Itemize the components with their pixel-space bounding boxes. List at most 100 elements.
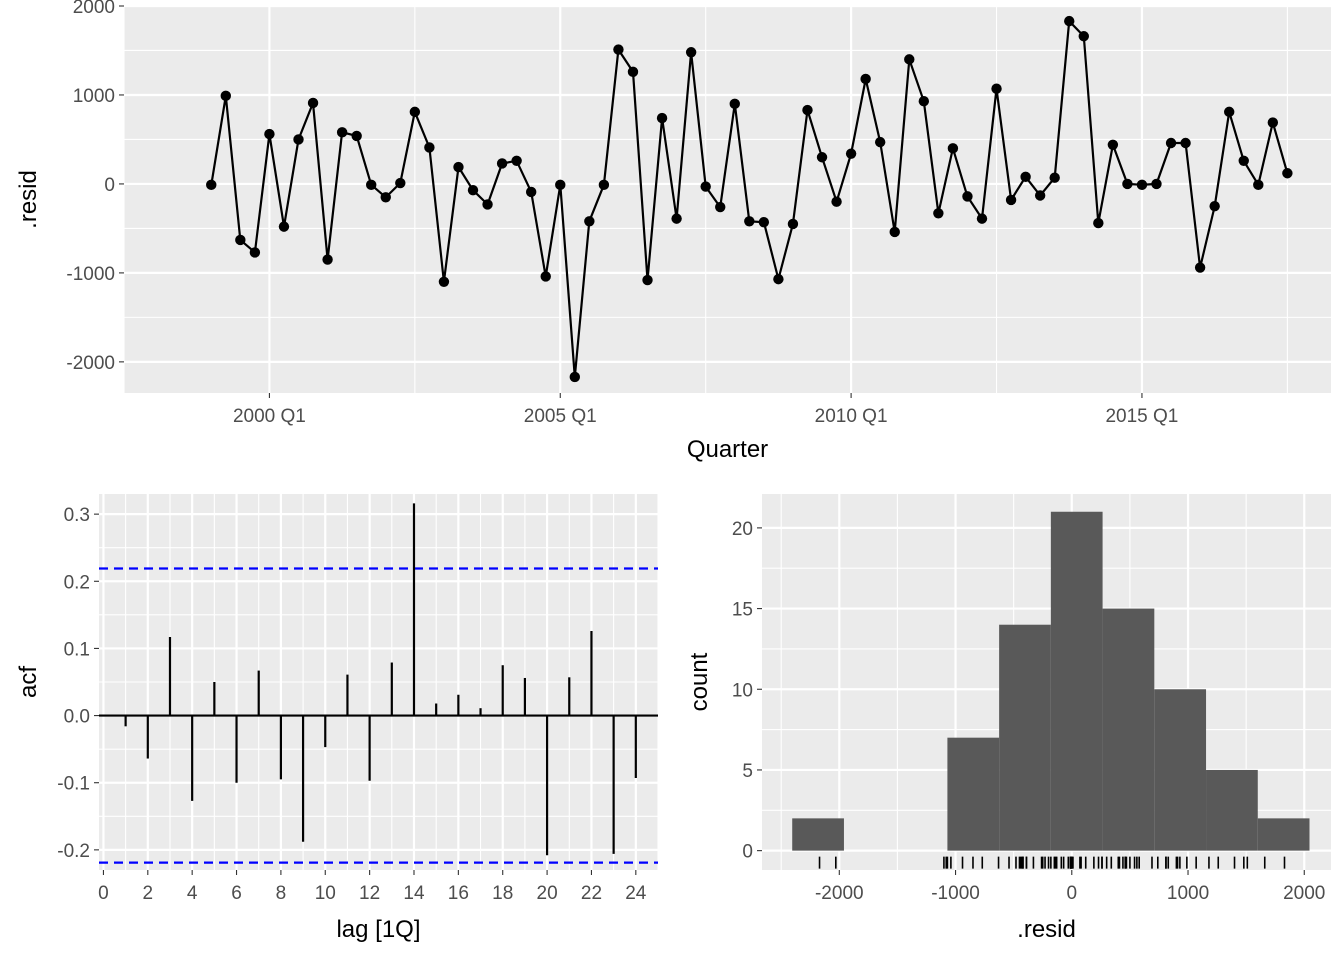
residual-point — [1238, 155, 1249, 166]
y-tick-label: 0.0 — [64, 707, 90, 728]
x-tick-label: 2 — [143, 883, 154, 904]
x-tick-label: 4 — [187, 883, 198, 904]
x-tick-label: 2015 Q1 — [1105, 406, 1178, 427]
x-axis-title: .resid — [1017, 916, 1076, 943]
histogram-bar — [999, 624, 1051, 851]
residual-point — [395, 177, 406, 189]
residual-point — [511, 155, 522, 166]
residual-point — [918, 95, 930, 107]
panel-background — [124, 6, 1331, 393]
residual-point — [264, 128, 275, 140]
residual-point — [947, 143, 959, 154]
residual-point — [1078, 31, 1089, 42]
residual-point — [729, 98, 740, 110]
y-tick-label: 5 — [742, 761, 753, 782]
x-tick-label: 8 — [276, 883, 287, 904]
histogram-bar — [1050, 511, 1103, 851]
residual-point — [467, 184, 479, 196]
x-tick-label: 1000 — [1167, 883, 1209, 904]
residual-point — [1224, 106, 1235, 118]
y-tick-label: 10 — [732, 680, 753, 701]
residual-point — [1282, 168, 1293, 179]
residual-point — [1064, 15, 1075, 27]
x-tick-label: 16 — [448, 883, 469, 904]
histogram-bar — [1102, 608, 1155, 851]
residual-point — [1267, 117, 1279, 128]
residual-point — [336, 127, 348, 138]
residual-point — [1180, 137, 1191, 149]
x-axis-title: Quarter — [687, 436, 768, 463]
residual-point — [700, 181, 711, 192]
residual-point — [569, 371, 581, 383]
residual-point — [904, 54, 915, 65]
x-tick-label: 24 — [625, 883, 647, 904]
residual-point — [1093, 217, 1104, 229]
y-tick-label: 0.3 — [64, 505, 90, 526]
residual-point — [249, 247, 261, 258]
residual-point — [598, 179, 610, 191]
y-axis-title: .resid — [15, 170, 42, 229]
residual-point — [366, 179, 377, 191]
residual-point — [496, 158, 508, 169]
residual-point — [409, 106, 421, 118]
x-axis-title: lag [1Q] — [336, 916, 420, 943]
residual-point — [671, 213, 682, 224]
y-tick-label: 20 — [732, 519, 753, 540]
residual-point — [1253, 179, 1264, 191]
residual-point — [1034, 190, 1046, 201]
residual-point — [831, 196, 842, 207]
residual-point — [525, 186, 537, 198]
residual-point — [802, 104, 813, 116]
residual-point — [874, 136, 886, 148]
residual-point — [773, 273, 784, 285]
residual-point — [685, 47, 697, 58]
y-tick-label: 0 — [742, 842, 753, 863]
y-tick-label: 0.2 — [64, 572, 90, 593]
residual-point — [322, 254, 333, 265]
y-tick-label: -0.2 — [57, 841, 90, 862]
residual-point — [1020, 171, 1031, 183]
residual-point — [976, 213, 988, 224]
residual-point — [642, 274, 653, 286]
residual-point — [351, 130, 362, 142]
y-tick-label: -1000 — [66, 264, 115, 285]
histogram-bar — [1257, 818, 1310, 851]
x-tick-label: -1000 — [931, 883, 980, 904]
residual-point — [1165, 137, 1177, 149]
residual-point — [991, 83, 1002, 94]
residual-point — [380, 192, 391, 203]
residual-point — [1005, 194, 1017, 206]
residual-point — [1122, 178, 1133, 190]
y-tick-label: 1000 — [73, 86, 115, 107]
x-tick-label: 0 — [98, 883, 109, 904]
x-tick-label: 2000 Q1 — [233, 406, 306, 427]
residual-point — [584, 216, 595, 227]
residual-time-plot: 2000 1000 0 -1000 -2000 2000 Q1 2005 Q1 2010 Q1… — [15, 0, 1331, 463]
y-axis-title: acf — [15, 666, 42, 698]
residual-histogram-plot: 20 15 10 5 0 -2000 -1000 0 1000 2000 .resid count — [686, 494, 1331, 943]
x-tick-label: 10 — [315, 883, 336, 904]
residual-point — [293, 134, 304, 145]
x-tick-label: 14 — [403, 883, 425, 904]
x-tick-label: 20 — [537, 883, 558, 904]
residual-point — [453, 161, 464, 173]
y-tick-label: 2000 — [73, 0, 115, 18]
residual-point — [860, 73, 871, 85]
histogram-bar — [792, 818, 844, 851]
residual-point — [962, 191, 973, 202]
y-tick-label: 15 — [732, 600, 753, 621]
residual-point — [845, 148, 857, 159]
residual-point — [235, 234, 246, 246]
y-tick-label: 0.1 — [64, 639, 90, 660]
x-tick-label: 2010 Q1 — [815, 406, 888, 427]
residual-point — [438, 276, 450, 287]
x-tick-label: 0 — [1066, 883, 1077, 904]
residual-point — [540, 271, 551, 282]
x-tick-label: 2005 Q1 — [524, 406, 597, 427]
histogram-bar — [947, 737, 1000, 851]
residual-point — [1209, 200, 1220, 212]
x-tick-label: 18 — [492, 883, 513, 904]
y-tick-label: 0 — [104, 175, 115, 196]
residual-point — [1107, 139, 1119, 150]
